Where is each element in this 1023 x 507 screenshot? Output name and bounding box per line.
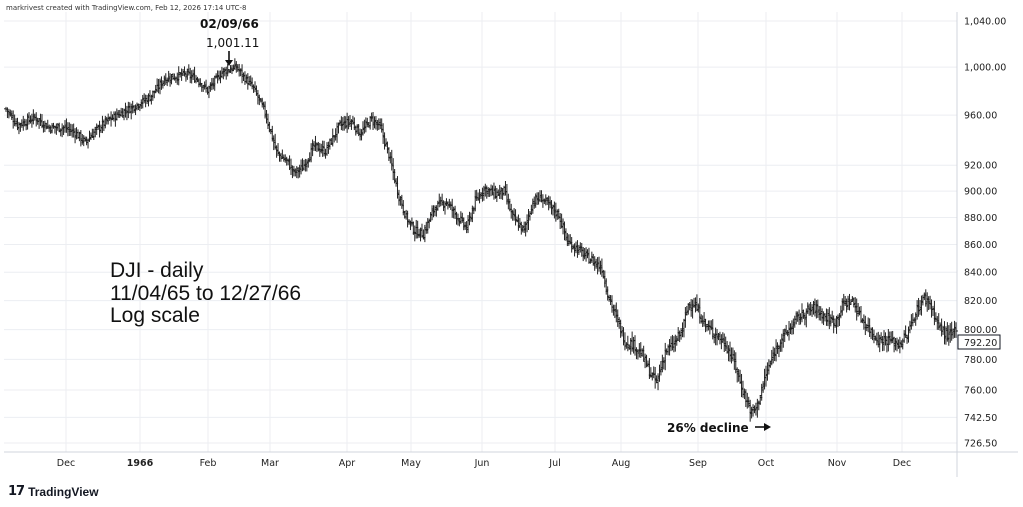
- label-block: DJI - daily 11/04/65 to 12/27/66 Log sca…: [110, 259, 301, 327]
- y-tick-label: 840.00: [964, 268, 997, 279]
- label-block-line-3: Log scale: [110, 304, 200, 327]
- x-tick-label: Jul: [548, 458, 560, 469]
- label-block-line-2: 11/04/65 to 12/27/66: [110, 282, 301, 305]
- last-price-label: 792.20: [957, 334, 1001, 350]
- x-tick-label: Oct: [758, 458, 775, 469]
- x-tick-label: Sep: [689, 458, 707, 469]
- y-tick-label: 1,000.00: [964, 63, 1006, 74]
- chart-credit: markrivest created with TradingView.com,…: [6, 4, 247, 12]
- y-tick-label: 880.00: [964, 213, 997, 224]
- time-axis: Dec 1966 Feb Mar Apr May Jun Jul Aug Sep Oct Nov Dec: [57, 458, 911, 469]
- y-tick-label: 726.50: [964, 439, 997, 450]
- x-tick-label: Aug: [612, 458, 631, 469]
- x-tick-label: Dec: [893, 458, 911, 469]
- x-tick-label: Feb: [200, 458, 217, 469]
- y-tick-label: 860.00: [964, 240, 997, 251]
- x-tick-label: Nov: [828, 458, 847, 469]
- y-tick-label: 1,040.00: [964, 17, 1006, 28]
- peak-date: 02/09/66: [200, 17, 259, 31]
- tradingview-logo-icon: 17: [8, 484, 25, 499]
- x-tick-label: Mar: [261, 458, 279, 469]
- x-tick-label: Jun: [474, 458, 490, 469]
- label-block-line-1: DJI - daily: [110, 259, 204, 282]
- y-tick-label: 760.00: [964, 385, 997, 396]
- ohlc-bar: [313, 135, 318, 152]
- low-label: 26% decline: [667, 421, 749, 435]
- y-tick-label: 742.50: [964, 413, 997, 424]
- y-tick-label: 780.00: [964, 355, 997, 366]
- y-tick-label: 920.00: [964, 161, 997, 172]
- y-tick-label: 900.00: [964, 187, 997, 198]
- peak-value: 1,001.11: [206, 36, 259, 50]
- ohlc-bar: [212, 76, 217, 91]
- tradingview-logo[interactable]: 17 TradingView: [8, 484, 99, 499]
- tradingview-logo-text: TradingView: [28, 484, 99, 499]
- x-tick-label: Dec: [57, 458, 75, 469]
- low-annotation: 26% decline: [667, 421, 771, 435]
- x-tick-label: Apr: [339, 458, 356, 469]
- grid-lines: [4, 12, 957, 452]
- last-price-box: [957, 334, 1001, 350]
- last-price-value: 792.20: [964, 338, 997, 349]
- price-bars: [4, 58, 958, 422]
- y-tick-label: 820.00: [964, 296, 997, 307]
- x-tick-label: 1966: [127, 458, 154, 469]
- price-axis: 1,040.00 1,000.00 960.00 920.00 900.00 880.00…: [964, 17, 1006, 450]
- y-tick-label: 800.00: [964, 325, 997, 336]
- ohlc-bar: [954, 322, 958, 338]
- x-tick-label: May: [401, 458, 421, 469]
- low-arrow-head: [764, 423, 771, 431]
- y-tick-label: 960.00: [964, 111, 997, 122]
- peak-annotation: 02/09/66 1,001.11: [200, 17, 259, 66]
- peak-arrow-head: [225, 60, 233, 66]
